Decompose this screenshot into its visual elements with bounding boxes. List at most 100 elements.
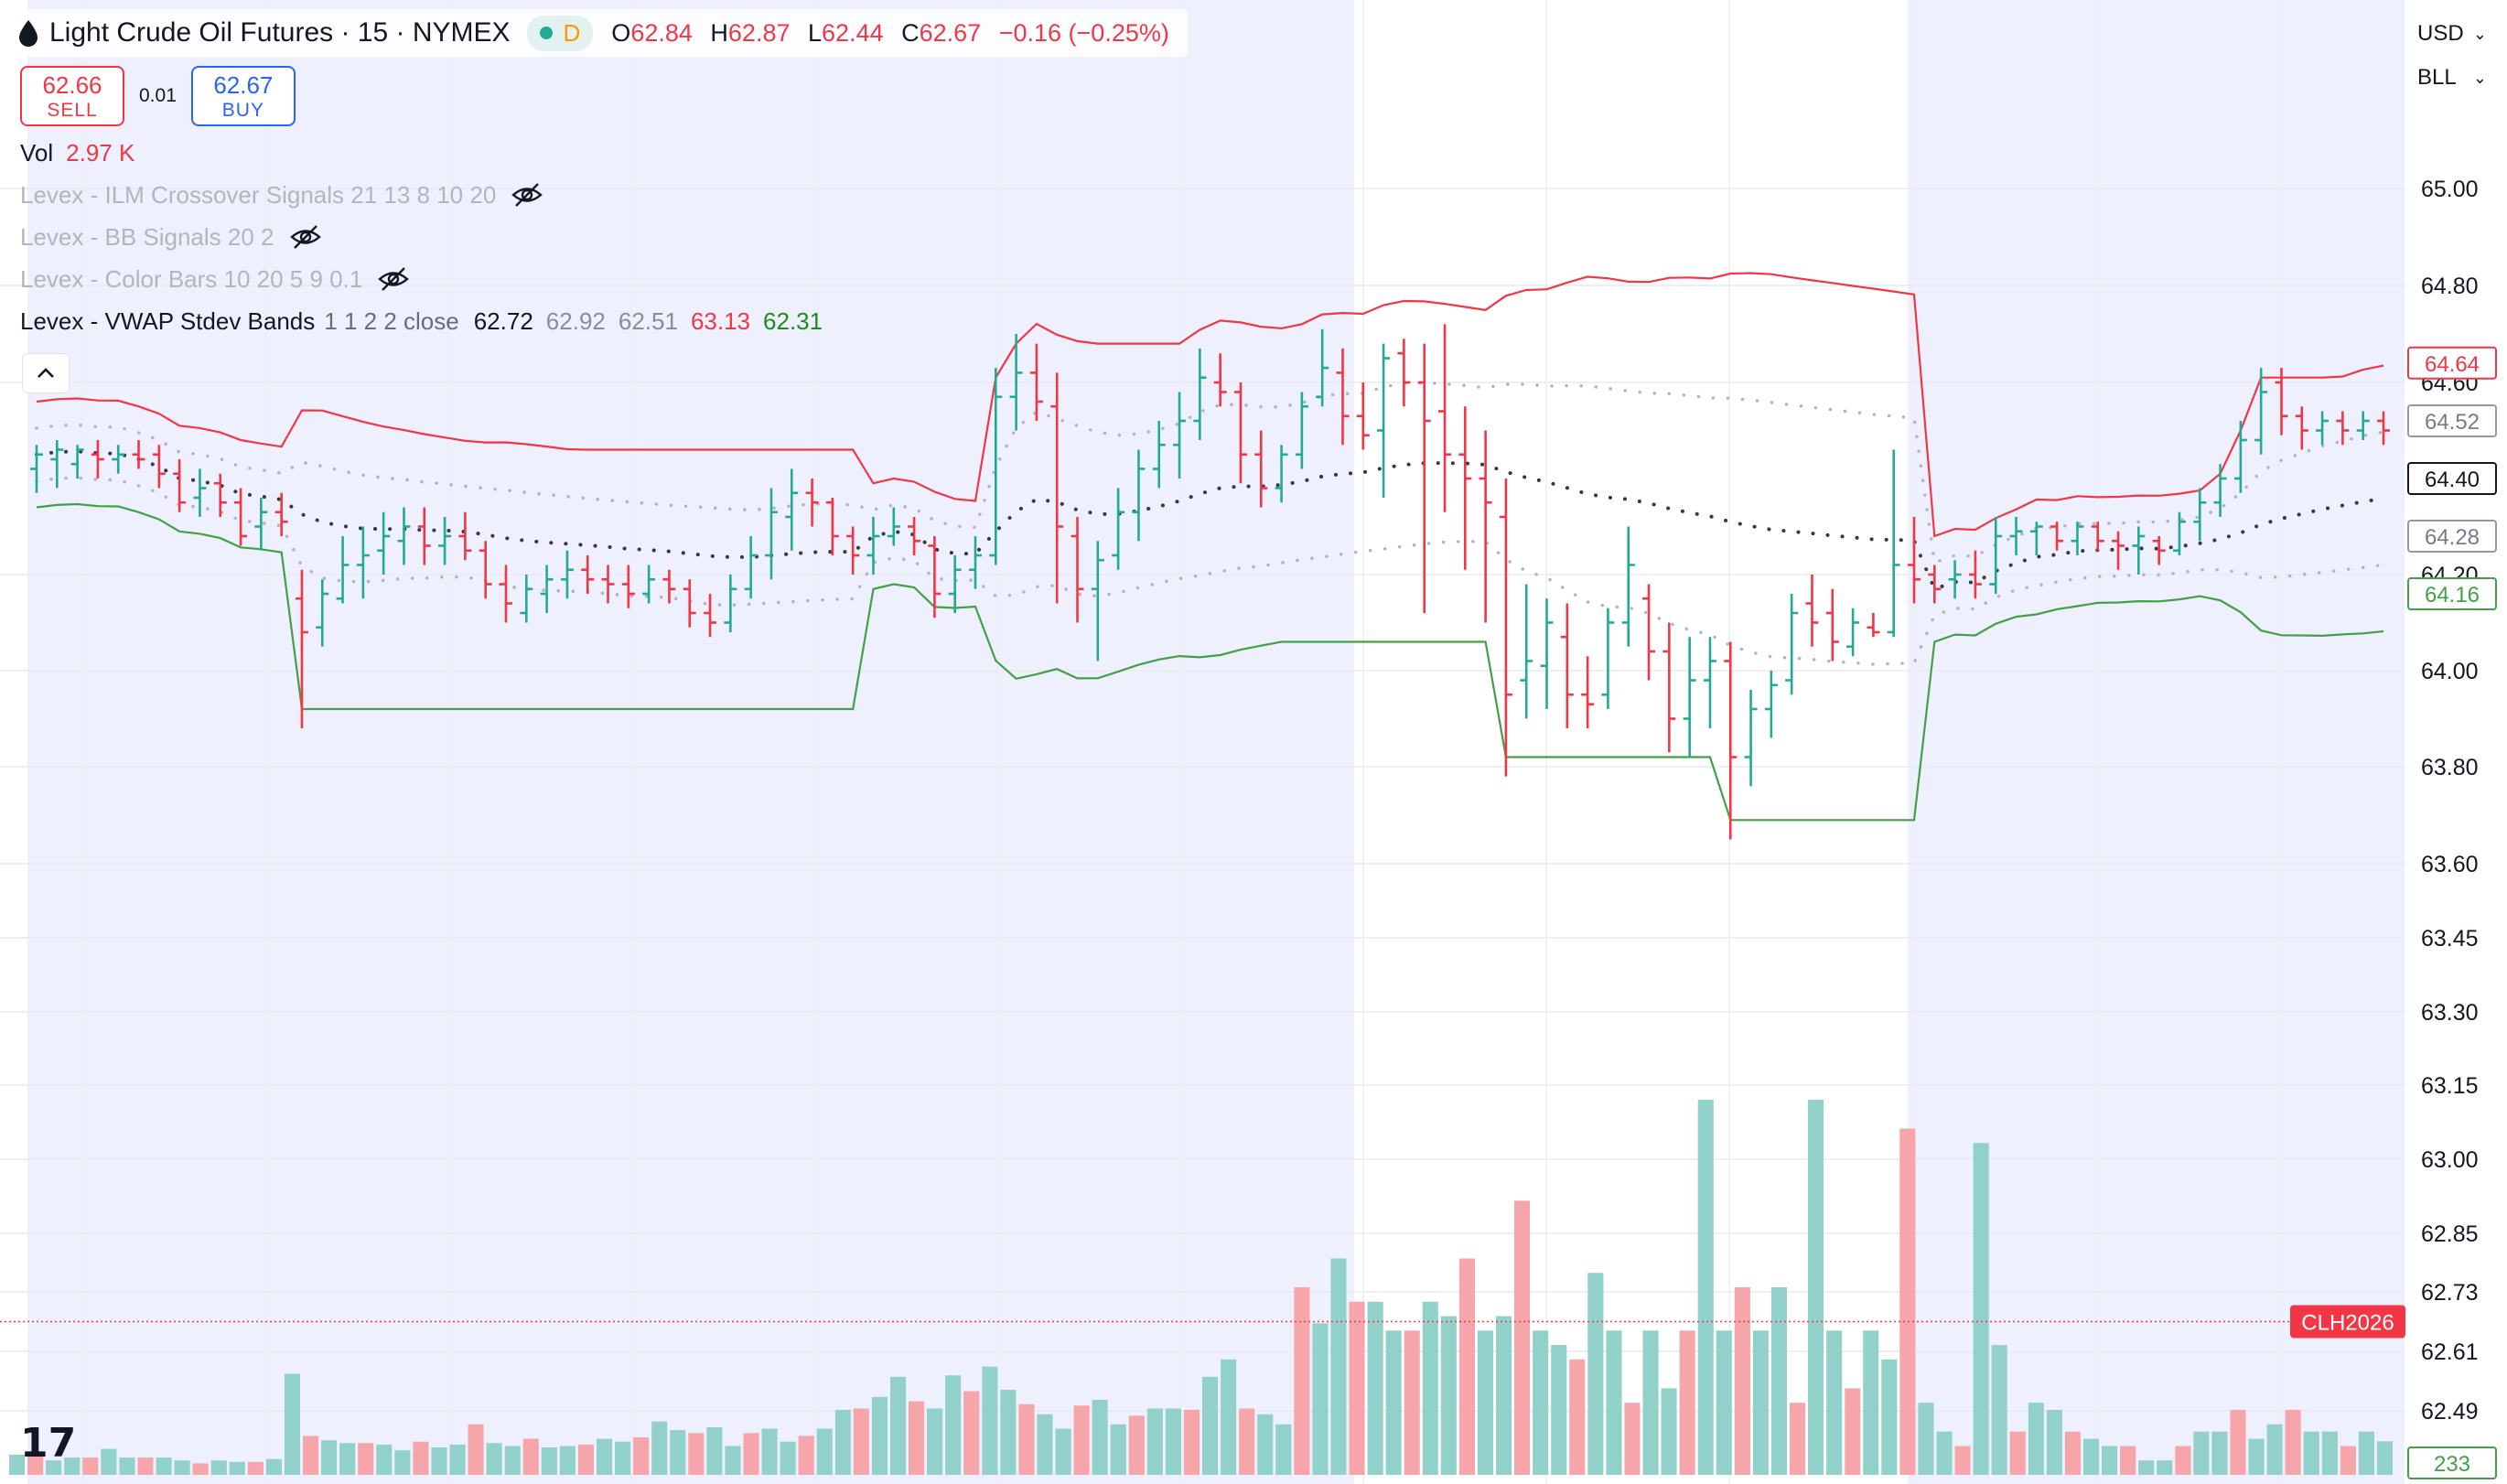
volume-bar <box>1752 1330 1769 1475</box>
price-bar <box>112 445 125 474</box>
price-bar <box>1642 584 1656 681</box>
ilm-indicator-label: Levex - ILM Crossover Signals 21 13 8 10… <box>20 180 497 209</box>
volume-bar <box>376 1444 393 1475</box>
price-bar <box>234 488 248 546</box>
price-bar <box>560 550 574 599</box>
vwap-lower-band-2 <box>36 502 2384 822</box>
price-bar <box>91 440 104 479</box>
volume-bar <box>1881 1359 1898 1475</box>
volume-bar <box>1037 1414 1053 1475</box>
price-bar <box>744 536 758 599</box>
price-bar <box>601 565 615 604</box>
volume-bar <box>1477 1330 1493 1475</box>
price-bar <box>70 445 84 479</box>
volume-bar <box>2285 1410 2301 1475</box>
collapse-legend-button[interactable] <box>22 353 70 393</box>
price-tick-label: 63.30 <box>2421 1000 2479 1026</box>
symbol-title[interactable]: Light Crude Oil Futures · 15 · NYMEX <box>49 17 511 48</box>
price-bar <box>1928 565 1942 604</box>
tradingview-logo[interactable]: 17 <box>20 1420 77 1467</box>
price-bar <box>1275 445 1288 503</box>
price-bar <box>1805 575 1819 647</box>
session-background <box>27 0 2405 1484</box>
price-bar <box>1520 584 1533 719</box>
volume-bar <box>597 1438 613 1475</box>
volume-bar <box>82 1457 99 1475</box>
volume-bar <box>2230 1410 2246 1475</box>
bb-indicator-row[interactable]: Levex - BB Signals 20 2 <box>20 216 1188 258</box>
unit-selector[interactable]: BLL ⌄ <box>2408 57 2496 99</box>
price-tick-label: 63.15 <box>2421 1073 2479 1099</box>
volume-bar <box>761 1428 778 1475</box>
sell-price: 62.66 <box>42 70 102 99</box>
currency-selector[interactable]: USD ⌄ <box>2408 13 2496 55</box>
price-bar <box>1213 353 1227 407</box>
volume-bar <box>64 1457 81 1475</box>
price-bar <box>1173 392 1187 479</box>
volume-bar <box>101 1448 117 1475</box>
vwap-indicator-label: Levex - VWAP Stdev Bands <box>20 306 316 335</box>
vwap-lower2-value: 62.31 <box>763 306 823 335</box>
price-bar <box>500 565 512 623</box>
volume-bar <box>1551 1345 1567 1475</box>
volume-bar <box>431 1447 447 1475</box>
price-tick-label: 63.00 <box>2421 1147 2479 1173</box>
volume-bar <box>2211 1431 2228 1475</box>
volume-bar <box>46 1460 62 1475</box>
volume-bar <box>1954 1446 1971 1475</box>
svg-text:64.28: 64.28 <box>2425 525 2480 550</box>
volume-bar <box>2102 1446 2118 1475</box>
volume-bar <box>247 1461 264 1475</box>
price-tick-label: 63.80 <box>2421 755 2479 780</box>
hidden-eye-icon[interactable] <box>377 265 410 293</box>
volume-bar <box>1073 1405 1090 1475</box>
volume-bar <box>358 1443 374 1475</box>
svg-text:64.16: 64.16 <box>2425 583 2480 608</box>
chevron-down-icon: ⌄ <box>2472 68 2487 87</box>
volume-bar <box>1018 1403 1035 1475</box>
price-bar <box>908 517 921 555</box>
volume-bar <box>1092 1400 1108 1475</box>
volume-bar <box>265 1458 282 1475</box>
price-axis-label: 233 <box>2407 1446 2497 1479</box>
color-bars-indicator-label: Levex - Color Bars 10 20 5 9 0.1 <box>20 264 363 293</box>
symbol-header[interactable]: Light Crude Oil Futures · 15 · NYMEX D O… <box>9 9 1188 57</box>
volume-bar <box>1973 1143 1989 1475</box>
volume-bar <box>1991 1345 2007 1475</box>
volume-bar <box>1606 1330 1622 1475</box>
price-bar <box>356 526 370 599</box>
hidden-eye-icon[interactable] <box>511 181 543 209</box>
price-bar <box>1908 517 1921 604</box>
price-bar <box>2071 522 2084 555</box>
price-bar <box>1744 690 1758 787</box>
color-bars-indicator-row[interactable]: Levex - Color Bars 10 20 5 9 0.1 <box>20 258 1188 300</box>
volume-bar <box>2303 1431 2319 1475</box>
sell-button[interactable]: 62.66 SELL <box>20 66 124 126</box>
price-bar <box>2356 411 2370 440</box>
volume-bar <box>2376 1441 2393 1475</box>
price-tick-label: 65.00 <box>2421 177 2479 202</box>
currency-label: USD <box>2417 21 2464 46</box>
volume-bar <box>834 1410 851 1475</box>
volume-bar <box>1422 1301 1438 1475</box>
price-bar <box>1132 449 1146 542</box>
ilm-indicator-row[interactable]: Levex - ILM Crossover Signals 21 13 8 10… <box>20 174 1188 216</box>
price-bar <box>1336 348 1350 446</box>
volume-bar <box>1404 1330 1420 1475</box>
session-band <box>27 0 1354 1484</box>
volume-bar <box>1330 1258 1347 1475</box>
volume-indicator-row[interactable]: Vol 2.97 K <box>20 132 1188 174</box>
vwap-indicator-row[interactable]: Levex - VWAP Stdev Bands 1 1 2 2 close 6… <box>20 300 1188 342</box>
price-bar <box>1764 671 1778 738</box>
market-status-pill[interactable]: D <box>526 15 594 51</box>
volume-bar <box>1183 1410 1200 1475</box>
price-bar <box>1601 608 1615 709</box>
close-value: 62.67 <box>919 18 982 47</box>
volume-bar <box>137 1457 154 1475</box>
buy-button[interactable]: 62.67 BUY <box>190 66 296 126</box>
hidden-eye-icon[interactable] <box>289 223 322 251</box>
volume-bar <box>522 1438 539 1475</box>
price-bar <box>621 565 635 608</box>
price-bar <box>805 479 819 527</box>
